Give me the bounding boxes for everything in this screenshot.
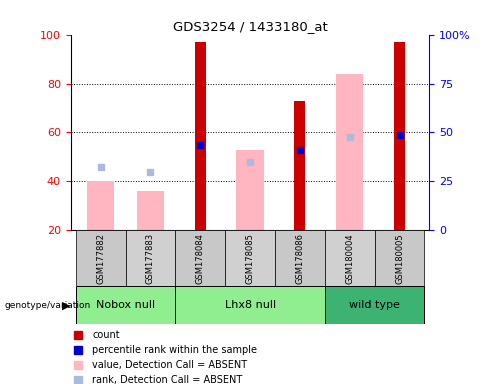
Text: genotype/variation: genotype/variation xyxy=(5,301,91,310)
Bar xyxy=(325,230,375,286)
Text: GSM180005: GSM180005 xyxy=(395,233,404,283)
Text: count: count xyxy=(92,330,120,340)
Bar xyxy=(336,74,364,230)
Title: GDS3254 / 1433180_at: GDS3254 / 1433180_at xyxy=(173,20,327,33)
Text: rank, Detection Call = ABSENT: rank, Detection Call = ABSENT xyxy=(92,375,243,384)
Text: GSM178086: GSM178086 xyxy=(295,233,305,284)
Bar xyxy=(225,230,275,286)
Bar xyxy=(325,286,425,324)
Text: GSM177882: GSM177882 xyxy=(96,233,105,284)
Bar xyxy=(87,182,114,230)
Text: GSM178084: GSM178084 xyxy=(196,233,205,284)
Bar xyxy=(236,150,264,230)
Text: GSM180004: GSM180004 xyxy=(345,233,354,283)
Bar xyxy=(125,230,175,286)
Bar xyxy=(275,230,325,286)
Bar xyxy=(394,42,405,230)
Text: GSM177883: GSM177883 xyxy=(146,233,155,284)
Bar xyxy=(294,101,305,230)
Text: Nobox null: Nobox null xyxy=(96,300,155,310)
Text: value, Detection Call = ABSENT: value, Detection Call = ABSENT xyxy=(92,360,247,370)
Bar xyxy=(76,286,175,324)
Bar xyxy=(175,286,325,324)
Bar xyxy=(137,191,164,230)
Bar xyxy=(175,230,225,286)
Text: ▶: ▶ xyxy=(61,300,70,310)
Bar xyxy=(375,230,425,286)
Text: percentile rank within the sample: percentile rank within the sample xyxy=(92,345,257,355)
Text: Lhx8 null: Lhx8 null xyxy=(224,300,276,310)
Bar xyxy=(195,42,206,230)
Text: wild type: wild type xyxy=(349,300,400,310)
Bar xyxy=(76,230,125,286)
Text: GSM178085: GSM178085 xyxy=(245,233,255,284)
